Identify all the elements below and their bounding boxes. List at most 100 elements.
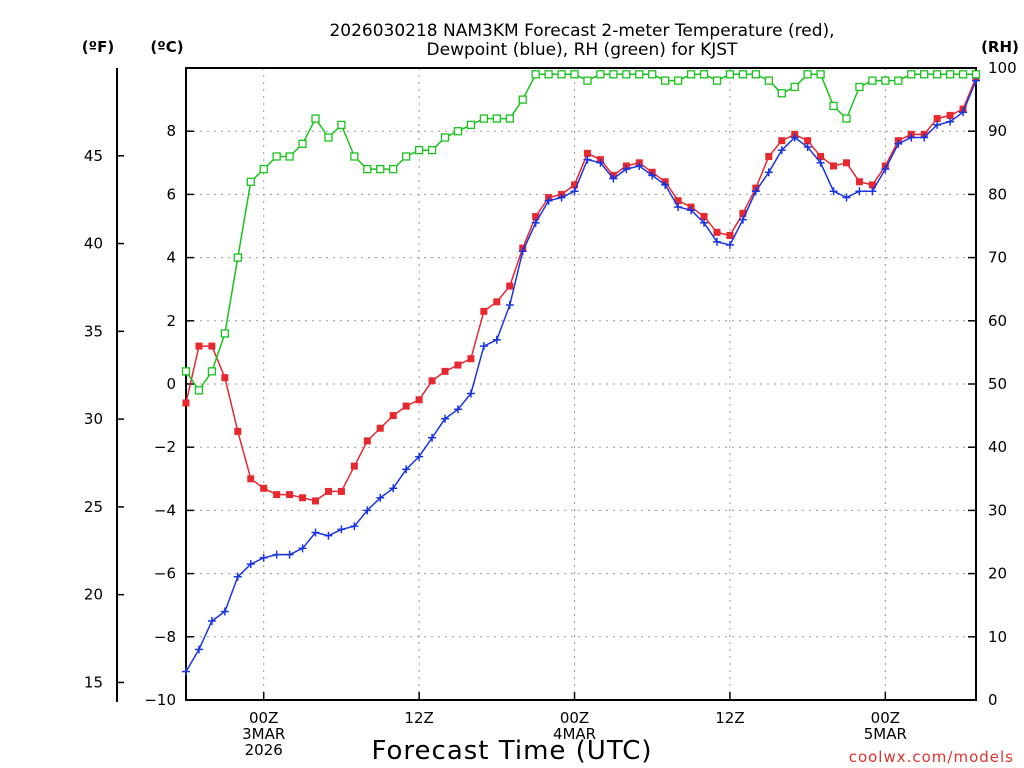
dewpoint-point — [389, 484, 398, 493]
dewpoint-point — [609, 174, 618, 183]
dewpoint-point — [363, 506, 372, 515]
dewpoint-point — [725, 240, 734, 249]
rh-tick-label: 80 — [988, 185, 1007, 203]
dewpoint-point — [738, 215, 747, 224]
rh-point — [427, 146, 437, 155]
fahrenheit-tick-label: 20 — [84, 586, 103, 604]
temperature-point — [778, 137, 786, 145]
rh-tick-label: 20 — [988, 565, 1007, 583]
dewpoint-point — [570, 187, 579, 196]
rh-point — [350, 152, 359, 161]
temperature-point — [480, 307, 488, 315]
temperature-point — [946, 111, 954, 119]
temperature-point — [493, 298, 501, 306]
rh-point — [207, 367, 217, 376]
temperature-point — [855, 178, 863, 186]
rh-point — [673, 76, 683, 85]
celsius-tick-label: −4 — [154, 501, 176, 519]
celsius-tick-label: −10 — [144, 691, 176, 709]
rh-point — [971, 70, 981, 79]
dewpoint-point — [544, 196, 553, 205]
rh-point — [777, 89, 786, 98]
temperature-point — [221, 374, 229, 382]
temperature-point — [765, 152, 773, 160]
rh-point — [505, 114, 514, 123]
rh-point — [518, 95, 527, 104]
temperature-point — [363, 437, 371, 445]
dewpoint-point — [855, 187, 864, 196]
rh-point — [686, 70, 696, 79]
temperature-point — [571, 181, 579, 189]
rh-point — [298, 139, 307, 148]
dewpoint-point — [441, 414, 450, 423]
celsius-tick-label: 4 — [166, 249, 176, 267]
dewpoint-point — [959, 108, 968, 117]
dewpoint-point — [531, 218, 540, 227]
dewpoint-point — [428, 433, 437, 442]
time-tick-label: 12Z — [715, 709, 744, 727]
dewpoint-point — [376, 493, 385, 502]
dewpoint-point — [298, 544, 307, 553]
temperature-point — [713, 228, 721, 236]
temperature-point — [273, 491, 281, 499]
dewpoint-point — [881, 165, 890, 174]
rh-tick-label: 100 — [988, 59, 1017, 77]
rh-point — [738, 70, 748, 79]
fahrenheit-tick-label: 40 — [84, 235, 103, 253]
dewpoint-point — [894, 139, 903, 148]
rh-tick-label: 10 — [988, 628, 1007, 646]
rh-point — [440, 133, 450, 142]
rh-point — [622, 70, 631, 79]
dewpoint-point — [596, 158, 605, 167]
dewpoint-point — [622, 165, 631, 174]
chart-title-line-2: Dewpoint (blue), RH (green) for KJST — [427, 40, 739, 60]
rh-point — [220, 329, 230, 338]
rh-point — [389, 164, 398, 174]
dewpoint-point — [311, 528, 320, 537]
rh-point — [596, 70, 605, 79]
temperature-point — [868, 181, 876, 189]
temperature-point — [247, 475, 255, 483]
rh-point — [363, 164, 372, 174]
rh-tick-label: 90 — [988, 122, 1007, 140]
temperature-point — [286, 491, 294, 499]
rh-tick-label: 60 — [988, 312, 1007, 330]
dewpoint-point — [751, 187, 760, 196]
temperature-point — [260, 484, 268, 492]
rh-point — [842, 114, 851, 123]
dewpoint-point — [661, 180, 670, 189]
fahrenheit-tick-label: 30 — [84, 410, 103, 428]
rh-point — [324, 133, 333, 142]
rh-point — [803, 70, 812, 79]
temperature-point — [324, 487, 332, 495]
rh-point — [881, 76, 890, 85]
rh-point — [907, 70, 916, 79]
rh-point — [932, 70, 942, 79]
dewpoint-point — [933, 120, 942, 129]
rh-point — [958, 70, 968, 79]
time-tick-label: 00Z — [871, 709, 900, 727]
temperature-point — [454, 361, 462, 369]
dewpoint-point — [842, 193, 851, 202]
series-layer — [181, 70, 981, 676]
dewpoint-point — [583, 155, 592, 164]
dewpoint-point — [350, 522, 359, 531]
time-tick-label: 00Z — [249, 709, 278, 727]
dewpoint-point — [700, 218, 709, 227]
dewpoint-point — [764, 168, 773, 177]
rh-point — [855, 82, 864, 92]
fahrenheit-tick-label: 15 — [84, 673, 103, 691]
temperature-point — [842, 159, 850, 167]
rh-point — [829, 101, 838, 111]
rh-unit-label: (RH) — [981, 38, 1019, 56]
rh-point — [337, 120, 346, 130]
temperature-point — [817, 152, 825, 160]
dewpoint-point — [246, 560, 255, 569]
dewpoint-point — [337, 525, 346, 534]
plot-area-frame — [185, 67, 977, 701]
temperature-point — [933, 115, 941, 123]
rh-point — [531, 70, 540, 79]
dewpoint-point — [816, 158, 825, 167]
rh-point — [466, 120, 476, 130]
